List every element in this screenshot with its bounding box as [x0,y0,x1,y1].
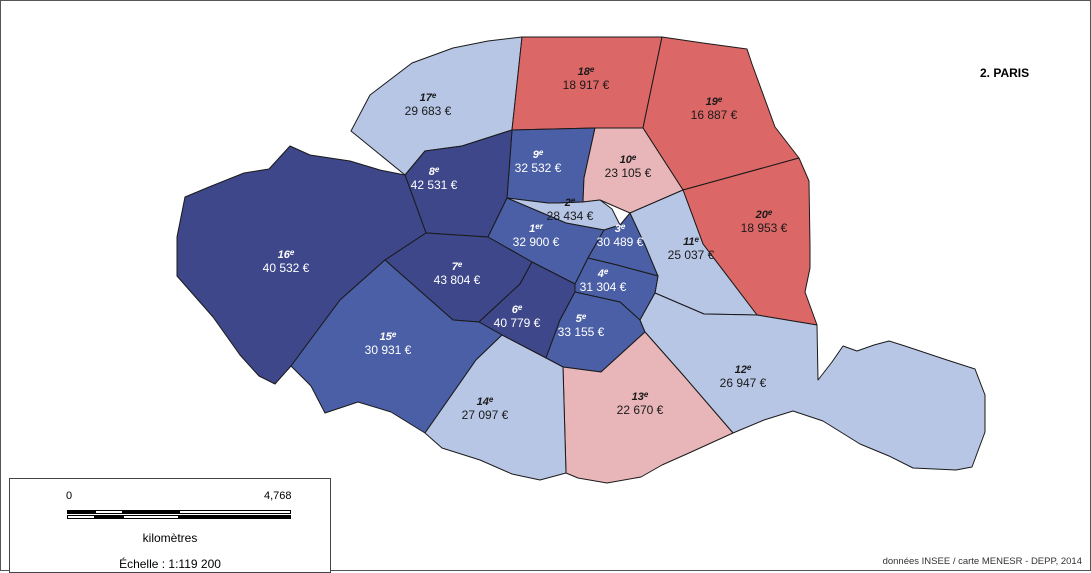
arrondissement-value-label: 29 683 € [405,104,452,118]
scale-segment [123,515,179,519]
map-title: 2. PARIS [980,66,1030,80]
arrondissement-number-label: 20e [755,208,773,221]
scale-segment [95,510,123,514]
arrondissement-number-label: 5e [576,312,587,325]
arrondissement-number-label: 10e [620,153,637,166]
arrondissement-number-label: 12e [735,363,752,376]
arrondissement-number-label: 9e [533,148,544,161]
arrondissement-value-label: 32 900 € [513,235,560,249]
arrondissement-value-label: 18 917 € [563,78,610,92]
arrondissement-value-label: 18 953 € [741,221,788,235]
arrondissement-number-label: 19e [706,95,723,108]
scale-segment [123,510,179,514]
arrondissement-number-label: 7e [452,260,463,273]
arrondissement-value-label: 33 155 € [558,325,605,339]
scale-segment [179,510,291,514]
arrondissement-value-label: 40 532 € [263,261,310,275]
arrondissement-14[interactable] [424,334,567,481]
scale-segment [179,515,291,519]
arrondissement-number-label: 1er [529,222,544,235]
scale-bar [67,510,291,521]
arrondissement-number-label: 8e [429,165,440,178]
arrondissement-value-label: 16 887 € [691,108,738,122]
arrondissement-number-label: 18e [578,65,595,78]
arrondissement-value-label: 42 531 € [411,178,458,192]
scale-segment [67,515,95,519]
arrondissement-value-label: 23 105 € [605,166,652,180]
arrondissement-number-label: 4e [597,267,609,280]
arrondissement-value-label: 27 097 € [462,408,509,422]
arrondissement-value-label: 32 532 € [515,161,562,175]
arrondissement-13[interactable] [562,331,734,484]
arrondissement-value-label: 30 489 € [597,235,644,249]
arrondissement-number-label: 6e [512,303,523,316]
scale-unit-label: kilomètres [142,531,198,545]
arrondissement-number-label: 16e [278,248,295,261]
arrondissement-value-label: 22 670 € [617,403,664,417]
arrondissement-number-label: 15e [380,330,397,343]
arrondissement-number-label: 17e [420,91,437,104]
arrondissement-value-label: 30 931 € [365,343,412,357]
arrondissement-value-label: 31 304 € [580,280,627,294]
arrondissement-number-label: 13e [632,390,649,403]
arrondissement-12[interactable] [639,292,986,471]
scale-end-label: 4,768 [264,490,292,502]
arrondissement-10[interactable] [582,127,684,214]
map-credits: données INSEE / carte MENESR - DEPP, 201… [882,556,1082,567]
arrondissement-16[interactable] [176,145,427,385]
scale-start-label: 0 [66,490,73,502]
scale-bar-box: 0 4,768 kilomètres Échelle : 1:119 200 [9,478,331,573]
scale-segment [67,510,95,514]
arrondissement-value-label: 40 779 € [494,316,541,330]
arrondissement-value-label: 26 947 € [720,376,767,390]
scale-segment [95,515,123,519]
arrondissement-value-label: 43 804 € [434,273,481,287]
arrondissement-value-label: 25 037 € [668,248,715,262]
arrondissement-number-label: 14e [477,395,494,408]
arrondissement-value-label: 28 434 € [547,209,594,223]
arrondissement-15[interactable] [290,259,503,434]
arrondissement-number-label: 2e [564,196,576,209]
arrondissement-number-label: 3e [615,222,626,235]
scale-ratio-label: Échelle : 1:119 200 [119,557,221,571]
arrondissement-number-label: 11e [683,235,699,248]
